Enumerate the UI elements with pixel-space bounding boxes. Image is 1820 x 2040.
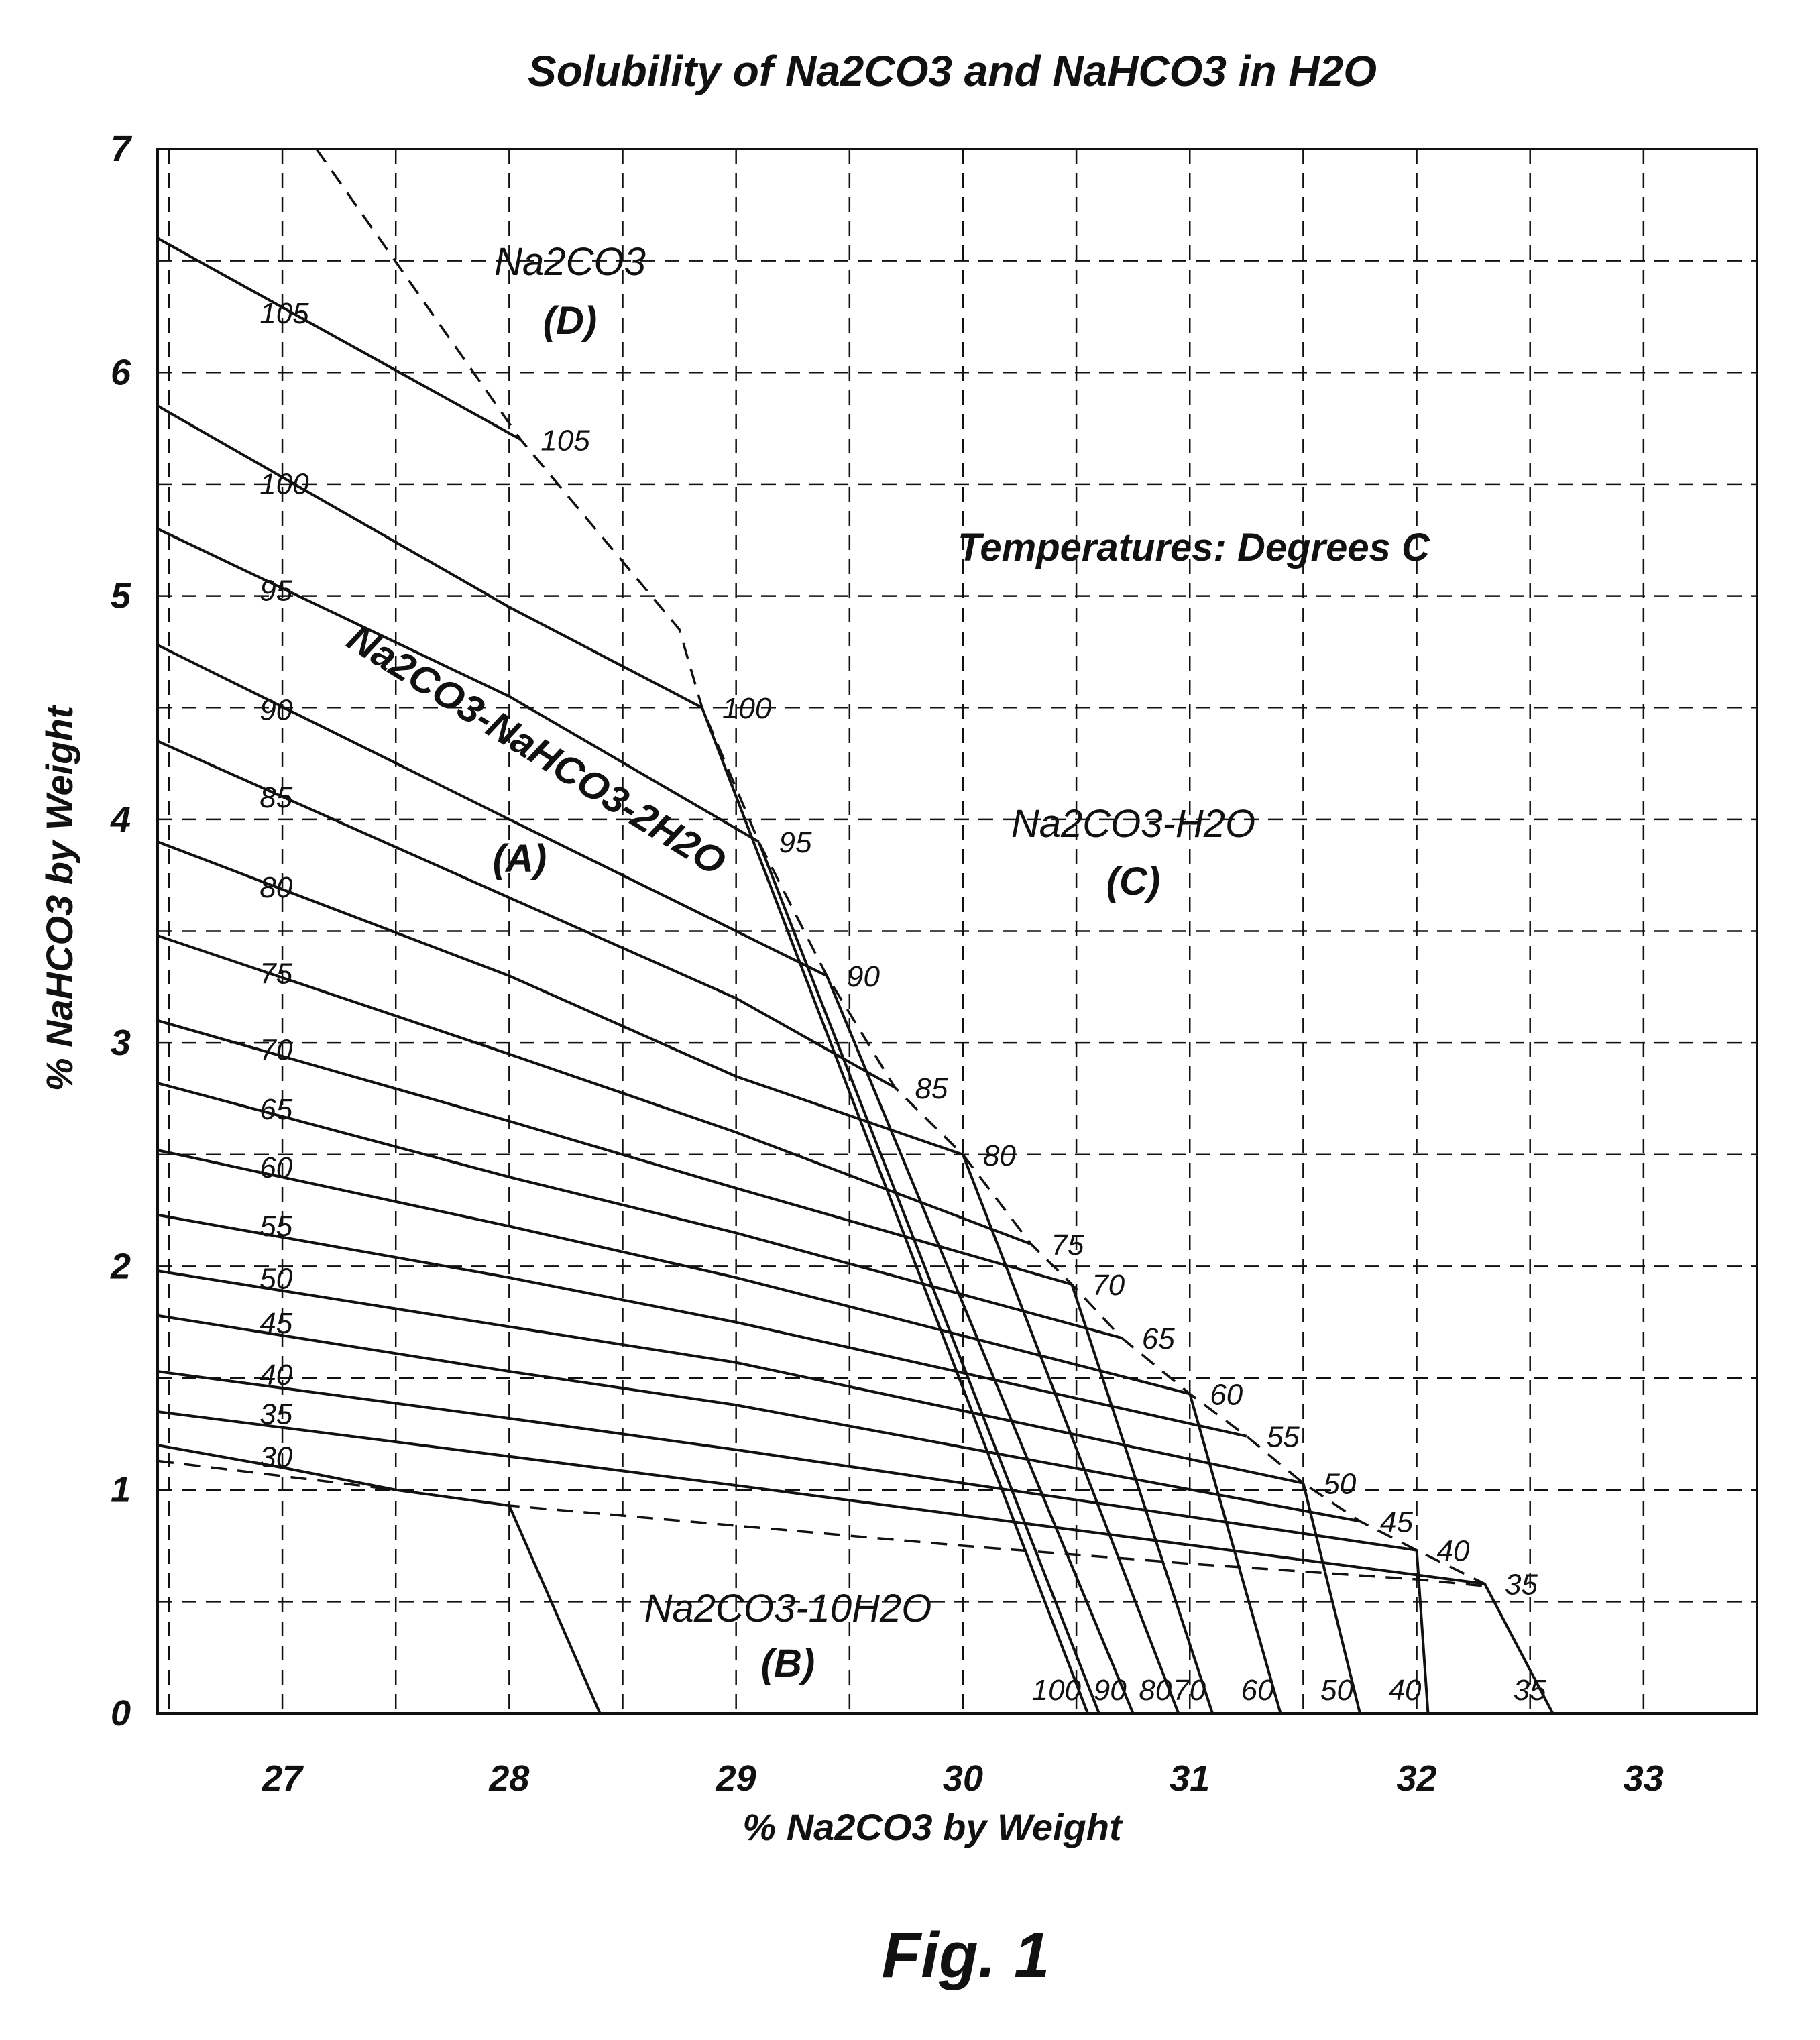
isotherm-label: 85 — [260, 781, 292, 814]
x-tick-label: 30 — [943, 1758, 983, 1799]
boundary-label: 105 — [541, 424, 590, 457]
bottom-label: 60 — [1241, 1674, 1274, 1707]
y-tick-label: 5 — [111, 576, 131, 616]
grid-lines — [158, 149, 1757, 1713]
bottom-label: 40 — [1389, 1674, 1422, 1707]
isotherm-label: 80 — [260, 871, 292, 904]
x-tick-label: 31 — [1170, 1758, 1210, 1799]
x-tick-label: 28 — [488, 1758, 529, 1799]
isotherm-label: 105 — [260, 297, 309, 330]
isotherm-label: 60 — [260, 1151, 292, 1184]
boundary-label: 85 — [915, 1072, 948, 1105]
boundary-label: 100 — [722, 692, 772, 725]
boundary-label: 55 — [1267, 1421, 1300, 1454]
bottom-label: 35 — [1514, 1674, 1546, 1707]
x-tick-label: 32 — [1397, 1758, 1437, 1799]
boundary-label: 95 — [779, 826, 811, 859]
solubility-chart: Solubility of Na2CO3 and NaHCO3 in H2O 1… — [0, 0, 1820, 2040]
bottom-label: 100 — [1032, 1674, 1082, 1707]
descending-line — [509, 1506, 600, 1713]
region-d-label: Na2CO3 — [494, 240, 646, 284]
y-tick-label: 0 — [111, 1693, 131, 1734]
isotherm-label: 90 — [260, 694, 292, 727]
isotherm-line — [158, 1445, 509, 1506]
region-c-label: Na2CO3-H2O — [1011, 802, 1255, 846]
isotherm-line — [158, 1271, 1303, 1483]
descending-line — [702, 707, 1088, 1713]
figure-label: Fig. 1 — [882, 1919, 1050, 1991]
boundary-label: 45 — [1380, 1506, 1413, 1538]
x-tick-label: 27 — [262, 1758, 304, 1799]
boundary-label: 60 — [1210, 1378, 1243, 1411]
y-tick-label: 7 — [111, 129, 133, 169]
isotherm-label: 65 — [260, 1093, 292, 1126]
boundary-label: 65 — [1142, 1322, 1175, 1355]
bottom-label: 90 — [1094, 1674, 1127, 1707]
isotherm-label: 55 — [260, 1210, 292, 1243]
isotherm-label: 30 — [260, 1441, 292, 1474]
bottom-label: 70 — [1173, 1674, 1206, 1707]
region-d-sub: (D) — [543, 299, 598, 343]
boundary-label: 75 — [1051, 1229, 1084, 1261]
isotherm-label: 100 — [260, 467, 309, 500]
y-tick-label: 4 — [110, 799, 131, 840]
y-tick-label: 1 — [111, 1470, 131, 1510]
isotherm-line — [158, 1150, 1190, 1394]
y-tick-label: 2 — [110, 1246, 131, 1286]
region-c-sub: (C) — [1106, 860, 1161, 903]
boundary-label: 40 — [1437, 1535, 1470, 1568]
isotherm-label: 35 — [260, 1398, 292, 1430]
y-tick-label: 6 — [111, 352, 131, 392]
x-tick-label: 29 — [716, 1758, 756, 1799]
isotherm-label: 45 — [260, 1307, 292, 1340]
isotherm-label: 40 — [260, 1359, 292, 1392]
isotherm-line — [158, 1083, 1122, 1338]
boundary-label: 35 — [1505, 1569, 1538, 1601]
isotherm-label: 75 — [260, 958, 292, 990]
isotherm-label: 50 — [260, 1262, 292, 1295]
boundary-label: 80 — [983, 1139, 1016, 1172]
region-a-sub: (A) — [493, 837, 547, 881]
tick-labels: 2728293031323301234567 — [110, 129, 1664, 1799]
temperature-note: Temperatures: Degrees C — [958, 526, 1430, 569]
isotherm-label: 95 — [260, 575, 292, 608]
y-tick-label: 3 — [111, 1023, 131, 1063]
boundary-label: 90 — [847, 960, 880, 993]
chart-title: Solubility of Na2CO3 and NaHCO3 in H2O — [528, 47, 1377, 95]
bottom-label: 50 — [1320, 1674, 1353, 1707]
isotherm-line — [158, 1021, 1072, 1284]
boundary-label: 50 — [1323, 1468, 1356, 1501]
isotherm-label: 70 — [260, 1033, 292, 1066]
x-tick-label: 33 — [1624, 1758, 1664, 1799]
boundary-label: 70 — [1092, 1269, 1125, 1302]
y-axis-title: % NaHCO3 by Weight — [38, 704, 80, 1091]
isotherm-line — [158, 238, 520, 439]
region-b-sub: (B) — [761, 1642, 815, 1685]
x-axis-title: % Na2CO3 by Weight — [742, 1806, 1123, 1848]
data-labels: 1051009590858075706560555045403530105100… — [260, 297, 1546, 1707]
bottom-label: 80 — [1139, 1674, 1172, 1707]
region-b-label: Na2CO3-10H2O — [644, 1587, 932, 1630]
